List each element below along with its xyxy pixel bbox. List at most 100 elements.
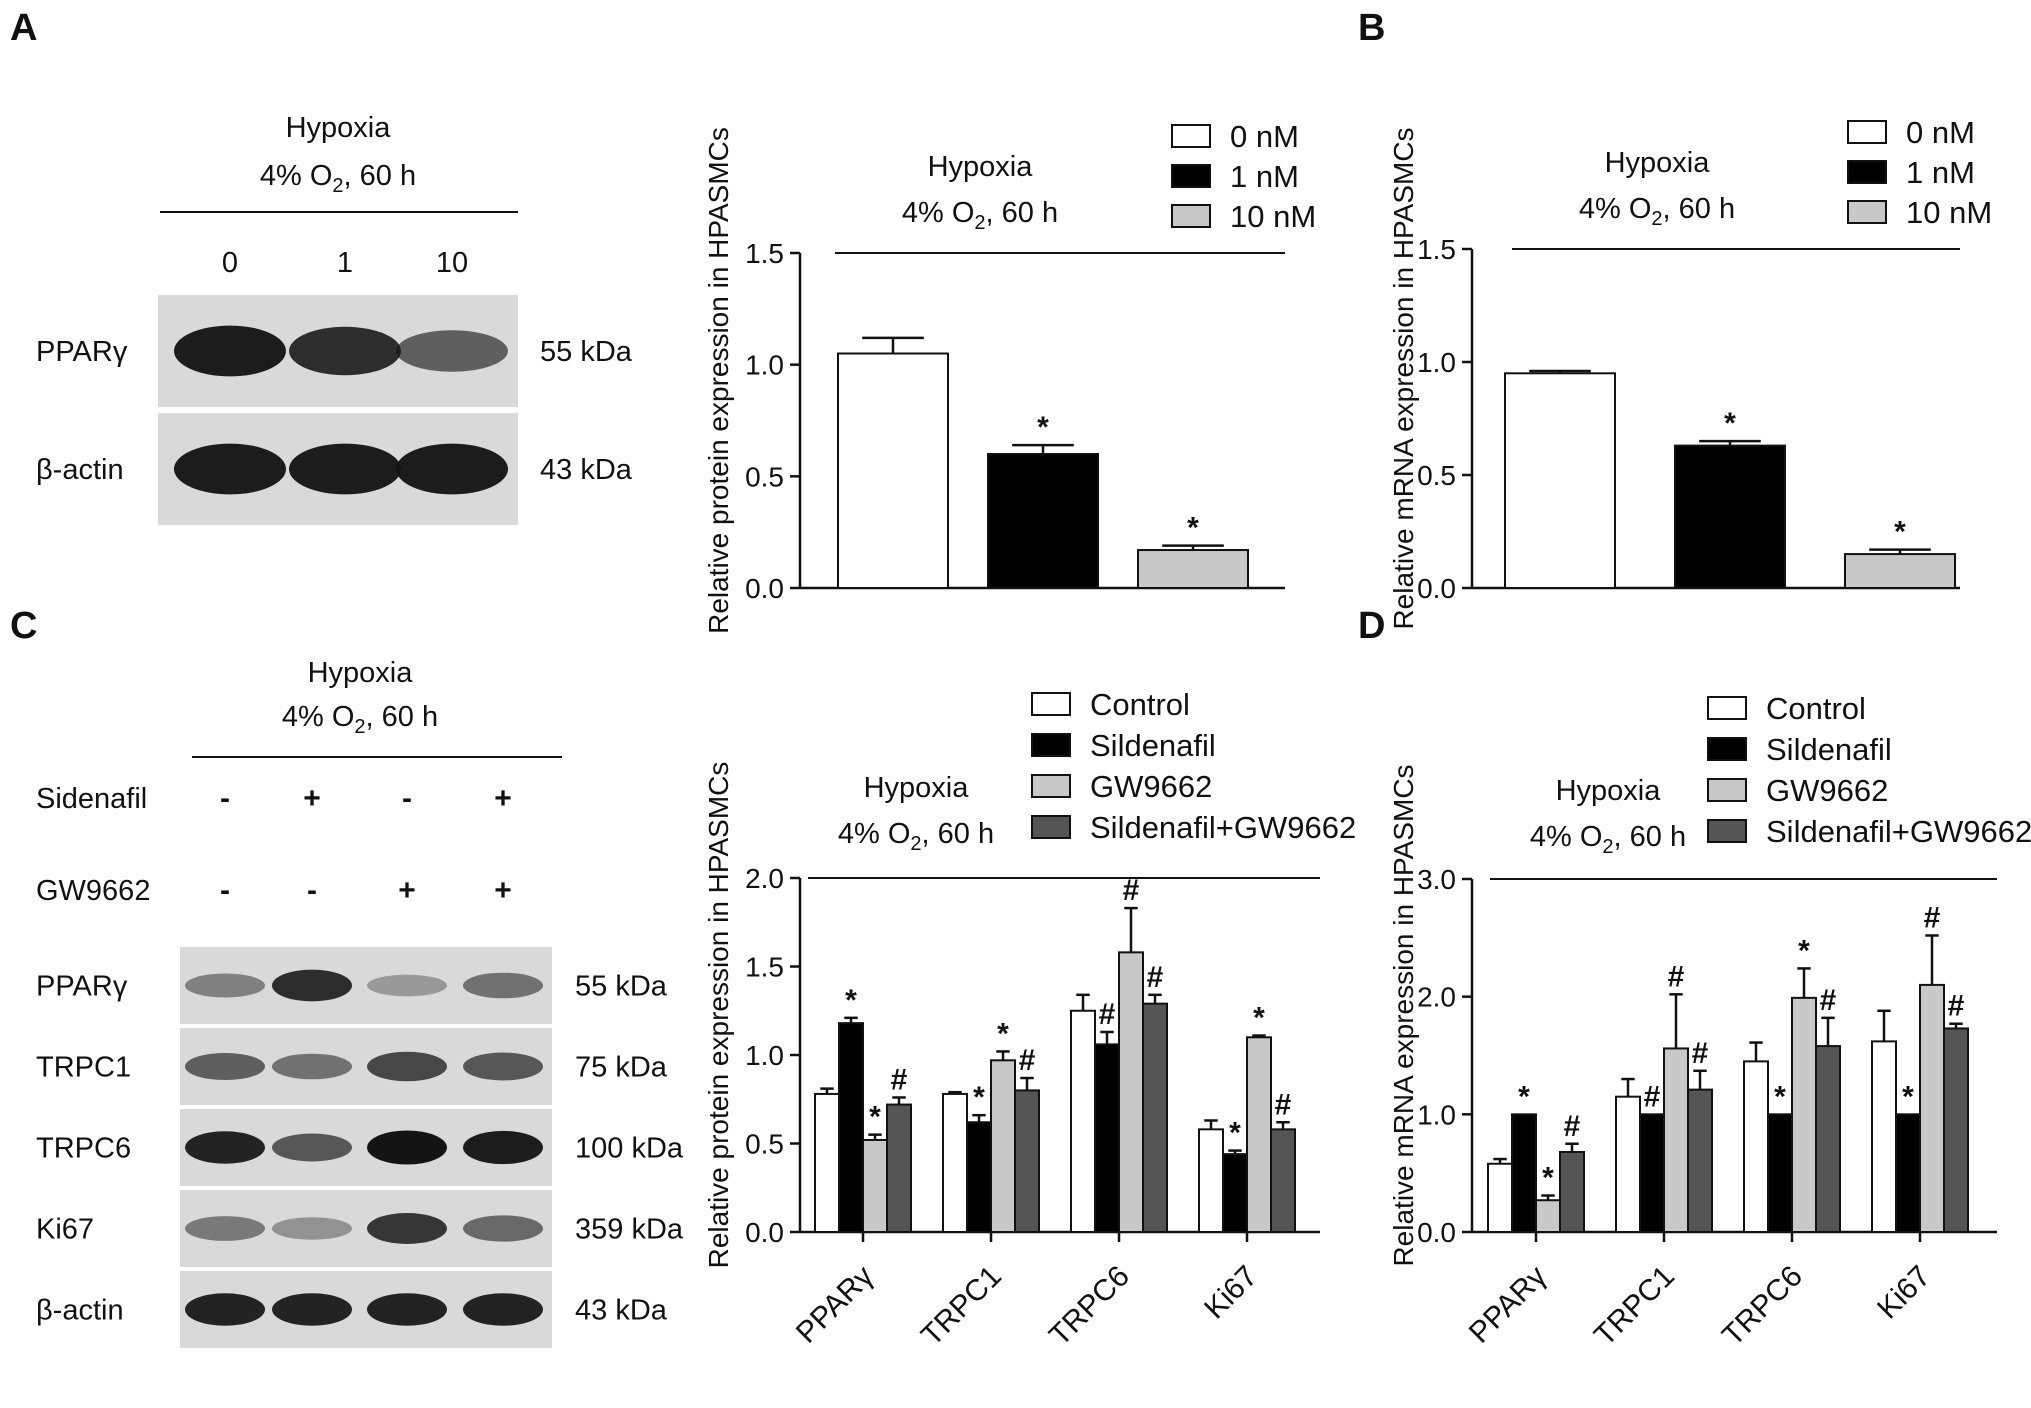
chart-c-bar-sig-mark: *	[997, 1017, 1009, 1050]
panel-letter-c: C	[10, 605, 37, 647]
chart-a-y-tick-label: 1.5	[745, 238, 784, 269]
chart-d-bar	[1559, 1150, 1585, 1234]
chart-b-bar	[1674, 444, 1786, 589]
chart-c-bar	[862, 1138, 888, 1233]
panel-letter-a: A	[10, 7, 37, 49]
chart-d-bar-sig-mark: *	[1902, 1080, 1914, 1113]
chart-c-y-tick-label: 0.5	[745, 1129, 784, 1160]
chart-c-bar	[814, 1092, 840, 1233]
blot-c-band	[463, 1052, 543, 1081]
chart-d-bar-sig-mark: *	[1518, 1080, 1530, 1113]
blot-c-mw-label: 359 kDa	[575, 1214, 684, 1246]
chart-b-condition-line2: 4% O2, 60 h	[1579, 193, 1735, 230]
chart-d-category-label: TRPC6	[1716, 1260, 1809, 1353]
chart-d-y-tick-label: 3.0	[1417, 864, 1456, 895]
chart-b-y-tick-label: 0.0	[1417, 573, 1456, 604]
chart-b-bar-sig-mark: *	[1894, 516, 1906, 549]
chart-a-y-tick-label: 1.0	[745, 350, 784, 381]
blot-a-protein-label: β-actin	[36, 454, 124, 486]
chart-d-bar-sig-mark: #	[1564, 1110, 1581, 1143]
blot-c-treatment-sign: -	[402, 782, 412, 815]
panel-letter-d: D	[1358, 605, 1385, 647]
blot-c-mw-label: 100 kDa	[575, 1133, 684, 1165]
chart-d-legend-swatch	[1707, 737, 1747, 761]
chart-c-y-tick-label: 1.5	[745, 952, 784, 983]
chart-a-legend-label: 10 nM	[1230, 199, 1316, 234]
chart-c-legend-label: Sildenafil	[1090, 728, 1216, 763]
blot-c-treatment-sign: +	[494, 782, 512, 815]
chart-c-category-label: PPARγ	[790, 1260, 880, 1350]
blot-c-treatment-label: Sidenafil	[36, 783, 147, 815]
chart-d-bar-sig-mark: #	[1644, 1080, 1661, 1113]
chart-d-condition-line1: Hypoxia	[1556, 775, 1662, 807]
chart-d-bar	[1919, 983, 1945, 1234]
chart-b-y-tick-label: 1.0	[1417, 347, 1456, 378]
chart-b-legend-label: 0 nM	[1906, 115, 1975, 150]
blot-c-band	[463, 1130, 543, 1165]
chart-d-bar-sig-mark: #	[1924, 901, 1941, 934]
bar-chart-a: Hypoxia 4% O2, 60 h 0.0 0.5 1.0 1.5 Relative p…	[703, 119, 1316, 634]
chart-c-category-label: Ki67	[1198, 1260, 1264, 1326]
chart-d-bar	[1487, 1162, 1513, 1233]
chart-d-bar-sig-mark: #	[1820, 984, 1837, 1017]
blot-c-band	[367, 974, 447, 997]
blot-c-band	[185, 1216, 265, 1241]
blot-c-band	[272, 1217, 352, 1240]
chart-b-bar-sig-mark: *	[1724, 407, 1736, 440]
chart-d-bar	[1615, 1095, 1641, 1234]
blot-c-band	[272, 1133, 352, 1162]
blot-c-protein-label: Ki67	[36, 1214, 94, 1246]
chart-d-legend-label: Control	[1766, 691, 1866, 726]
chart-d-legend-label: GW9662	[1766, 773, 1888, 808]
chart-b-bar	[1844, 553, 1956, 589]
chart-b-legend-label: 10 nM	[1906, 195, 1992, 230]
chart-c-bar	[942, 1092, 968, 1233]
blot-c-band	[185, 1131, 265, 1164]
chart-d-bar	[1815, 1045, 1841, 1233]
chart-c-bar	[966, 1121, 992, 1234]
chart-a-bar	[987, 453, 1099, 589]
chart-a-y-axis-label: Relative protein expression in HPASMCs	[703, 127, 734, 634]
blot-a-mw-label: 55 kDa	[540, 336, 633, 368]
blot-c-band	[185, 1293, 265, 1326]
chart-c-bar-sig-mark: *	[869, 1101, 881, 1134]
blot-c-treatment-sign: -	[307, 874, 317, 907]
blot-c-mw-label: 55 kDa	[575, 971, 668, 1003]
chart-c-bar	[1246, 1036, 1272, 1234]
chart-d-condition-line2: 4% O2, 60 h	[1530, 821, 1686, 858]
chart-c-bar	[1222, 1153, 1248, 1233]
western-blot-a: Hypoxia 4% O2, 60 h 0 1 10 PPARγ 55 kDa β-actin…	[36, 112, 633, 525]
chart-b-y-axis-label: Relative mRNA expression in HPASMCs	[1388, 127, 1419, 629]
chart-d-category-label: Ki67	[1871, 1260, 1937, 1326]
blot-c-band	[367, 1130, 447, 1165]
chart-c-legend-swatch	[1031, 733, 1071, 757]
chart-a-bar	[837, 352, 949, 589]
chart-a-bar-sig-mark: *	[1037, 411, 1049, 444]
blot-c-band	[367, 1213, 447, 1244]
chart-c-y-axis-label: Relative protein expression in HPASMCs	[703, 762, 734, 1269]
blot-c-protein-label: TRPC1	[36, 1052, 131, 1084]
blot-a-condition-line1: Hypoxia	[286, 112, 392, 144]
blot-c-treatment-sign: +	[303, 782, 321, 815]
chart-d-bar	[1687, 1088, 1713, 1233]
blot-a-protein-label: PPARγ	[36, 336, 128, 368]
chart-c-bar	[1070, 1009, 1096, 1233]
blot-a-band	[289, 443, 401, 495]
chart-a-bar	[1137, 549, 1249, 589]
chart-a-y-tick-label: 0.5	[745, 461, 784, 492]
blot-c-band	[367, 1293, 447, 1326]
chart-c-bar-sig-mark: #	[1099, 998, 1116, 1031]
chart-d-legend-swatch	[1707, 696, 1747, 720]
blot-a-band	[289, 326, 401, 376]
chart-c-bar-sig-mark: #	[1275, 1088, 1292, 1121]
chart-b-legend-label: 1 nM	[1906, 155, 1975, 190]
blot-a-band	[174, 443, 286, 495]
chart-c-bar	[1118, 951, 1144, 1234]
chart-d-bar	[1791, 996, 1817, 1233]
chart-d-bar	[1871, 1040, 1897, 1233]
chart-b-y-tick-label: 1.5	[1417, 234, 1456, 265]
blot-c-condition-line2: 4% O2, 60 h	[282, 701, 438, 738]
